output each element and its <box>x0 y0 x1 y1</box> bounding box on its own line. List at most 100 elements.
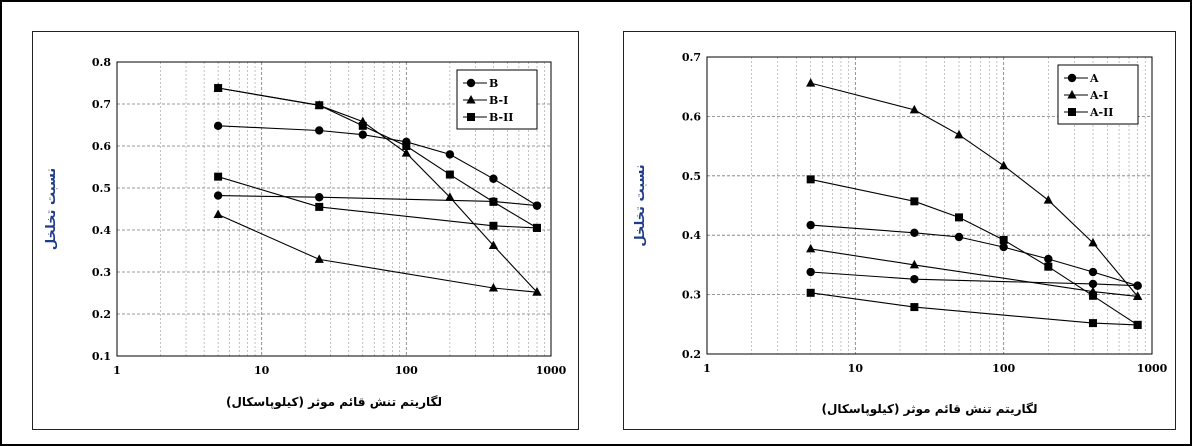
y-tick-label: 0.4 <box>682 229 701 242</box>
y-tick-label: 0.6 <box>92 140 111 153</box>
series-A-II <box>806 288 1142 329</box>
y-tick-label: 0.3 <box>682 289 701 302</box>
data-point <box>910 303 919 312</box>
data-point <box>214 172 223 181</box>
series-line <box>218 125 538 207</box>
data-point <box>488 240 499 250</box>
legend-marker <box>466 95 476 104</box>
legend-label: B <box>489 77 498 90</box>
plot-area-border <box>706 56 1153 355</box>
data-point <box>532 223 541 232</box>
series-line <box>810 178 1138 326</box>
data-point <box>806 243 816 253</box>
legend-label: A <box>1089 72 1099 85</box>
x-tick-label: 100 <box>395 364 418 377</box>
data-point <box>910 197 919 206</box>
data-point <box>358 130 367 139</box>
x-axis-title: لگاریتم تنش قائم موثر (کیلوپاسکال) <box>226 395 442 410</box>
series-B-I <box>213 209 542 296</box>
legend-marker <box>467 113 475 121</box>
data-point <box>315 193 324 202</box>
y-tick-label: 0.2 <box>92 308 111 321</box>
data-point <box>1044 262 1053 271</box>
legend-marker <box>1067 73 1077 83</box>
series-A <box>806 220 1142 290</box>
y-tick-label: 0.7 <box>682 51 701 64</box>
x-tick-label: 1000 <box>536 364 567 377</box>
data-point <box>1133 291 1143 300</box>
data-point <box>532 201 542 210</box>
chart-b-svg: 0.1 0.2 0.3 0.4 0.5 0.6 0.7 0.8 1 10 100 1000 لگاریت… <box>44 56 567 410</box>
series-line <box>217 176 538 229</box>
x-axis-title: لگاریتم تنش قائم موثر (کیلوپاسکال) <box>822 402 1038 417</box>
data-point <box>1043 195 1053 204</box>
y-tick-label: 0.2 <box>682 348 701 361</box>
data-point <box>806 175 815 184</box>
legend-marker <box>1068 108 1076 116</box>
data-point <box>909 104 919 114</box>
x-tick-label: 1 <box>703 362 711 375</box>
y-axis-title: نسبت تخلخل <box>44 168 59 250</box>
data-point <box>445 170 454 179</box>
data-point <box>213 191 223 200</box>
data-point <box>910 274 919 284</box>
x-tick-labels: 1 10 100 1000 <box>113 364 566 377</box>
data-point <box>489 221 498 230</box>
data-point <box>402 142 411 150</box>
data-point <box>358 121 367 130</box>
data-point <box>213 121 223 131</box>
series-line <box>810 248 1138 297</box>
plot-area-border <box>116 61 552 357</box>
series-A-II <box>806 175 1142 329</box>
y-tick-label: 0.4 <box>92 224 111 237</box>
data-point <box>910 228 919 238</box>
chart-panel-a: 0.2 0.3 0.4 0.5 0.6 0.7 1 10 100 1000 لگاریتم تنش … <box>623 31 1176 430</box>
data-point <box>806 288 815 297</box>
y-tick-label: 0.3 <box>92 266 111 279</box>
data-point <box>806 78 816 87</box>
y-tick-labels: 0.1 0.2 0.3 0.4 0.5 0.6 0.7 0.8 <box>92 56 111 363</box>
y-tick-label: 0.8 <box>92 56 111 69</box>
legend-label: B-I <box>489 94 508 107</box>
data-point <box>488 282 499 292</box>
x-tick-label: 100 <box>992 362 1015 375</box>
series-line <box>810 292 1138 326</box>
data-point <box>909 259 919 269</box>
y-tick-label: 0.1 <box>92 350 111 363</box>
x-tick-label: 10 <box>848 362 864 375</box>
y-tick-label: 0.5 <box>92 182 111 195</box>
y-tick-label: 0.5 <box>682 170 701 183</box>
series-line <box>810 271 1138 287</box>
data-point <box>214 84 223 93</box>
data-point <box>1088 267 1098 277</box>
data-point <box>1088 237 1098 247</box>
data-point <box>489 174 498 183</box>
data-point <box>489 197 498 206</box>
series-B <box>213 121 542 210</box>
data-point <box>213 209 223 218</box>
legend-label: A-II <box>1089 106 1113 119</box>
legend-label: A-I <box>1089 89 1108 102</box>
y-axis-title: نسبت تخلخل <box>633 164 648 246</box>
data-point <box>1044 254 1053 264</box>
data-point <box>954 232 964 242</box>
series-line <box>218 195 538 207</box>
data-point <box>806 220 815 230</box>
y-tick-label: 0.6 <box>682 110 701 123</box>
series-line <box>217 213 538 293</box>
data-point <box>999 242 1008 252</box>
data-point <box>315 101 324 110</box>
data-point <box>999 160 1009 170</box>
series-group <box>806 78 1143 329</box>
data-point <box>1088 279 1098 289</box>
y-tick-labels: 0.2 0.3 0.4 0.5 0.6 0.7 <box>682 51 701 361</box>
data-point <box>315 202 324 211</box>
data-point <box>315 126 324 135</box>
data-point <box>1088 291 1097 300</box>
legend-marker <box>1067 90 1077 99</box>
data-point <box>999 235 1008 244</box>
data-point <box>445 150 455 159</box>
data-point <box>314 254 324 263</box>
legend-label: B-II <box>489 111 513 124</box>
